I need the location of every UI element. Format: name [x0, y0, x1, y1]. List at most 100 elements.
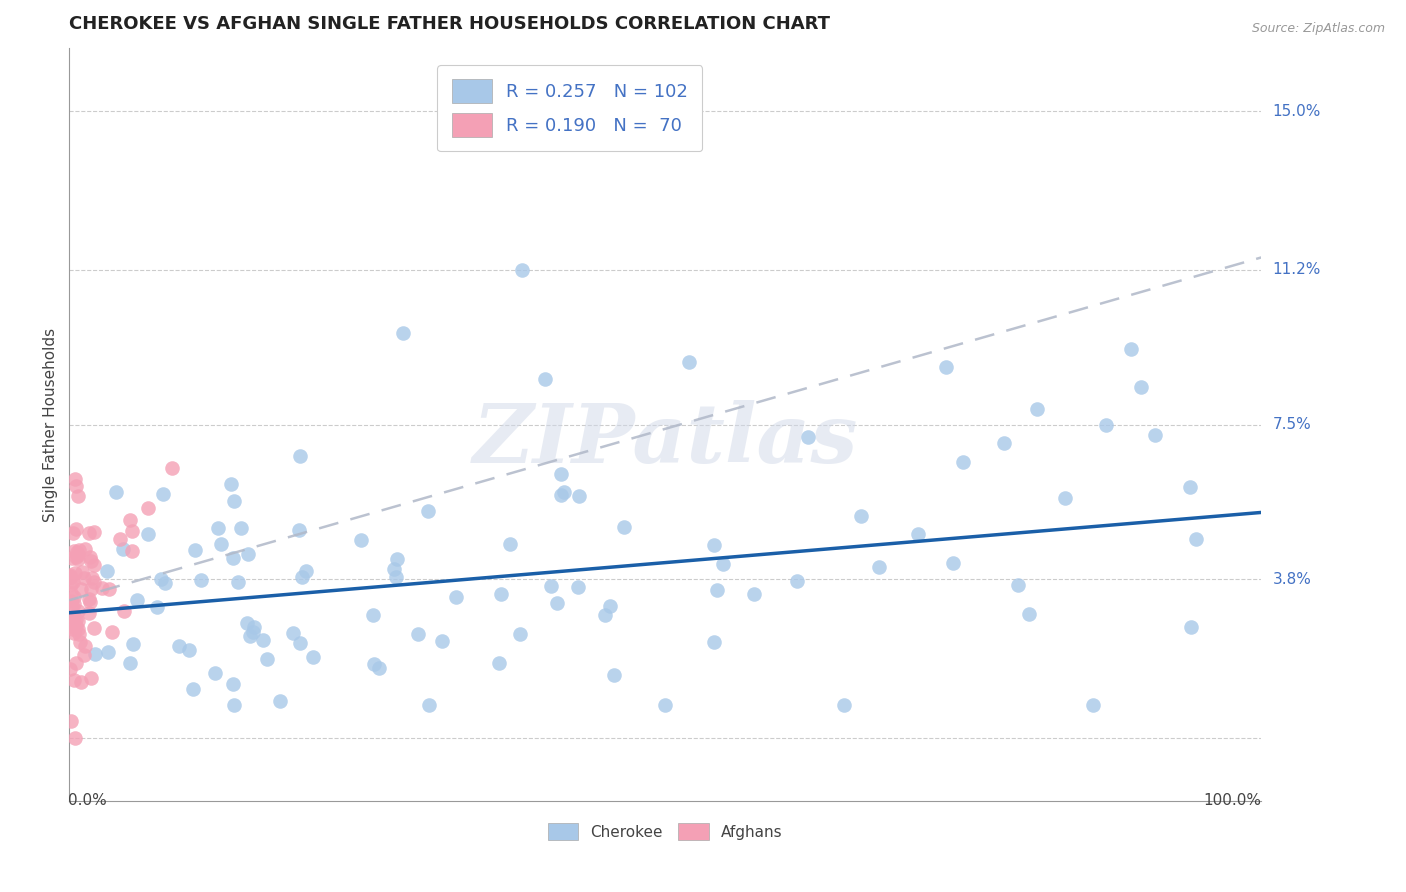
Point — [62, 673, 84, 687]
Point — [73, 572, 96, 586]
Point — [97, 582, 120, 597]
Point — [82, 571, 104, 585]
Point — [703, 538, 725, 552]
Point — [83, 575, 105, 590]
Point — [363, 657, 385, 671]
Point — [385, 552, 408, 566]
Point — [121, 637, 143, 651]
Point — [63, 609, 86, 624]
Point — [238, 547, 260, 561]
Point — [281, 625, 304, 640]
Text: 100.0%: 100.0% — [1204, 792, 1261, 807]
Point — [59, 611, 82, 625]
Point — [183, 681, 205, 696]
Point — [222, 493, 245, 508]
Point — [510, 263, 533, 277]
Point — [540, 579, 562, 593]
Point — [63, 597, 86, 611]
Point — [509, 626, 531, 640]
Point — [1178, 480, 1201, 494]
Point — [907, 527, 929, 541]
Point — [136, 527, 159, 541]
Point — [1025, 401, 1047, 416]
Point — [239, 629, 262, 643]
Point — [59, 619, 82, 633]
Point — [832, 698, 855, 712]
Point — [79, 606, 101, 620]
Point — [65, 550, 87, 565]
Point — [1180, 620, 1202, 634]
Point — [73, 639, 96, 653]
Point — [489, 587, 512, 601]
Point — [62, 550, 84, 565]
Point — [59, 662, 82, 676]
Point — [146, 600, 169, 615]
Point — [229, 521, 252, 535]
Point — [152, 487, 174, 501]
Point — [706, 583, 728, 598]
Point — [67, 604, 90, 618]
Point — [593, 607, 616, 622]
Point — [69, 674, 91, 689]
Point — [226, 575, 249, 590]
Point — [368, 661, 391, 675]
Point — [65, 522, 87, 536]
Point — [742, 587, 765, 601]
Point — [550, 488, 572, 502]
Point — [219, 476, 242, 491]
Point — [654, 698, 676, 712]
Point — [446, 590, 468, 604]
Point — [67, 627, 90, 641]
Point — [222, 551, 245, 566]
Point — [1130, 380, 1153, 394]
Point — [65, 619, 87, 633]
Point — [1018, 607, 1040, 621]
Point — [288, 523, 311, 537]
Point — [1054, 491, 1077, 505]
Point — [75, 542, 97, 557]
Point — [104, 484, 127, 499]
Point — [97, 645, 120, 659]
Point — [269, 694, 291, 708]
Point — [63, 472, 86, 486]
Point — [79, 525, 101, 540]
Point — [288, 636, 311, 650]
Point — [67, 614, 90, 628]
Point — [167, 639, 190, 653]
Point — [204, 666, 226, 681]
Point — [60, 586, 83, 600]
Text: ZIPatlas: ZIPatlas — [472, 400, 858, 480]
Point — [91, 581, 114, 595]
Point — [488, 657, 510, 671]
Point — [125, 593, 148, 607]
Point — [797, 430, 820, 444]
Point — [288, 449, 311, 463]
Point — [236, 615, 259, 630]
Point — [207, 521, 229, 535]
Point — [534, 372, 557, 386]
Point — [222, 677, 245, 691]
Point — [177, 642, 200, 657]
Point — [703, 635, 725, 649]
Point — [65, 656, 87, 670]
Point — [553, 485, 575, 500]
Point — [603, 668, 626, 682]
Point — [190, 574, 212, 588]
Point — [678, 355, 700, 369]
Point — [66, 545, 89, 559]
Point — [942, 557, 965, 571]
Point — [567, 580, 589, 594]
Point — [599, 599, 621, 614]
Point — [83, 621, 105, 635]
Point — [153, 575, 176, 590]
Point — [111, 541, 134, 556]
Point — [65, 611, 87, 625]
Point — [385, 570, 408, 584]
Point — [1185, 533, 1208, 547]
Point — [392, 326, 415, 340]
Point — [83, 525, 105, 540]
Point — [108, 532, 131, 546]
Point — [416, 504, 439, 518]
Point — [1095, 417, 1118, 432]
Point — [112, 604, 135, 618]
